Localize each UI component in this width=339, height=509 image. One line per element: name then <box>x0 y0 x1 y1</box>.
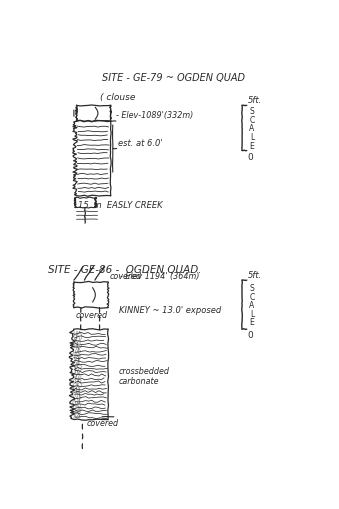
Text: S: S <box>250 107 254 116</box>
Text: ( clouse: ( clouse <box>100 93 136 102</box>
Text: L: L <box>250 309 254 318</box>
Text: 15. in  EASLY CREEK: 15. in EASLY CREEK <box>78 200 162 209</box>
Text: covered: covered <box>75 310 107 319</box>
Text: A: A <box>250 301 255 309</box>
Text: carbonate: carbonate <box>119 376 159 385</box>
Text: - Elev-1089'(332m): - Elev-1089'(332m) <box>116 111 193 120</box>
Text: L: L <box>250 133 254 142</box>
Text: E: E <box>250 318 254 327</box>
Text: SITE - GE-79 ~ OGDEN QUAD: SITE - GE-79 ~ OGDEN QUAD <box>102 73 245 83</box>
Text: covered: covered <box>109 272 141 280</box>
Text: A: A <box>250 124 255 133</box>
Text: 5ft.: 5ft. <box>248 270 262 279</box>
Text: covered: covered <box>86 418 118 427</box>
Text: C: C <box>250 292 255 301</box>
Text: E: E <box>250 142 254 151</box>
Text: crossbedded: crossbedded <box>119 366 170 375</box>
Text: 0: 0 <box>248 331 254 340</box>
Text: - Elev 1194' (364m): - Elev 1194' (364m) <box>120 272 199 280</box>
Text: SITE - GE-86 -  OGDEN QUAD.: SITE - GE-86 - OGDEN QUAD. <box>47 265 201 275</box>
Text: 0: 0 <box>248 152 254 161</box>
Text: est. at 6.0': est. at 6.0' <box>118 138 162 147</box>
Text: KINNEY ~ 13.0' exposed: KINNEY ~ 13.0' exposed <box>119 305 221 315</box>
Text: C: C <box>250 116 255 125</box>
Text: S: S <box>250 284 254 292</box>
Text: 5ft.: 5ft. <box>248 96 262 105</box>
